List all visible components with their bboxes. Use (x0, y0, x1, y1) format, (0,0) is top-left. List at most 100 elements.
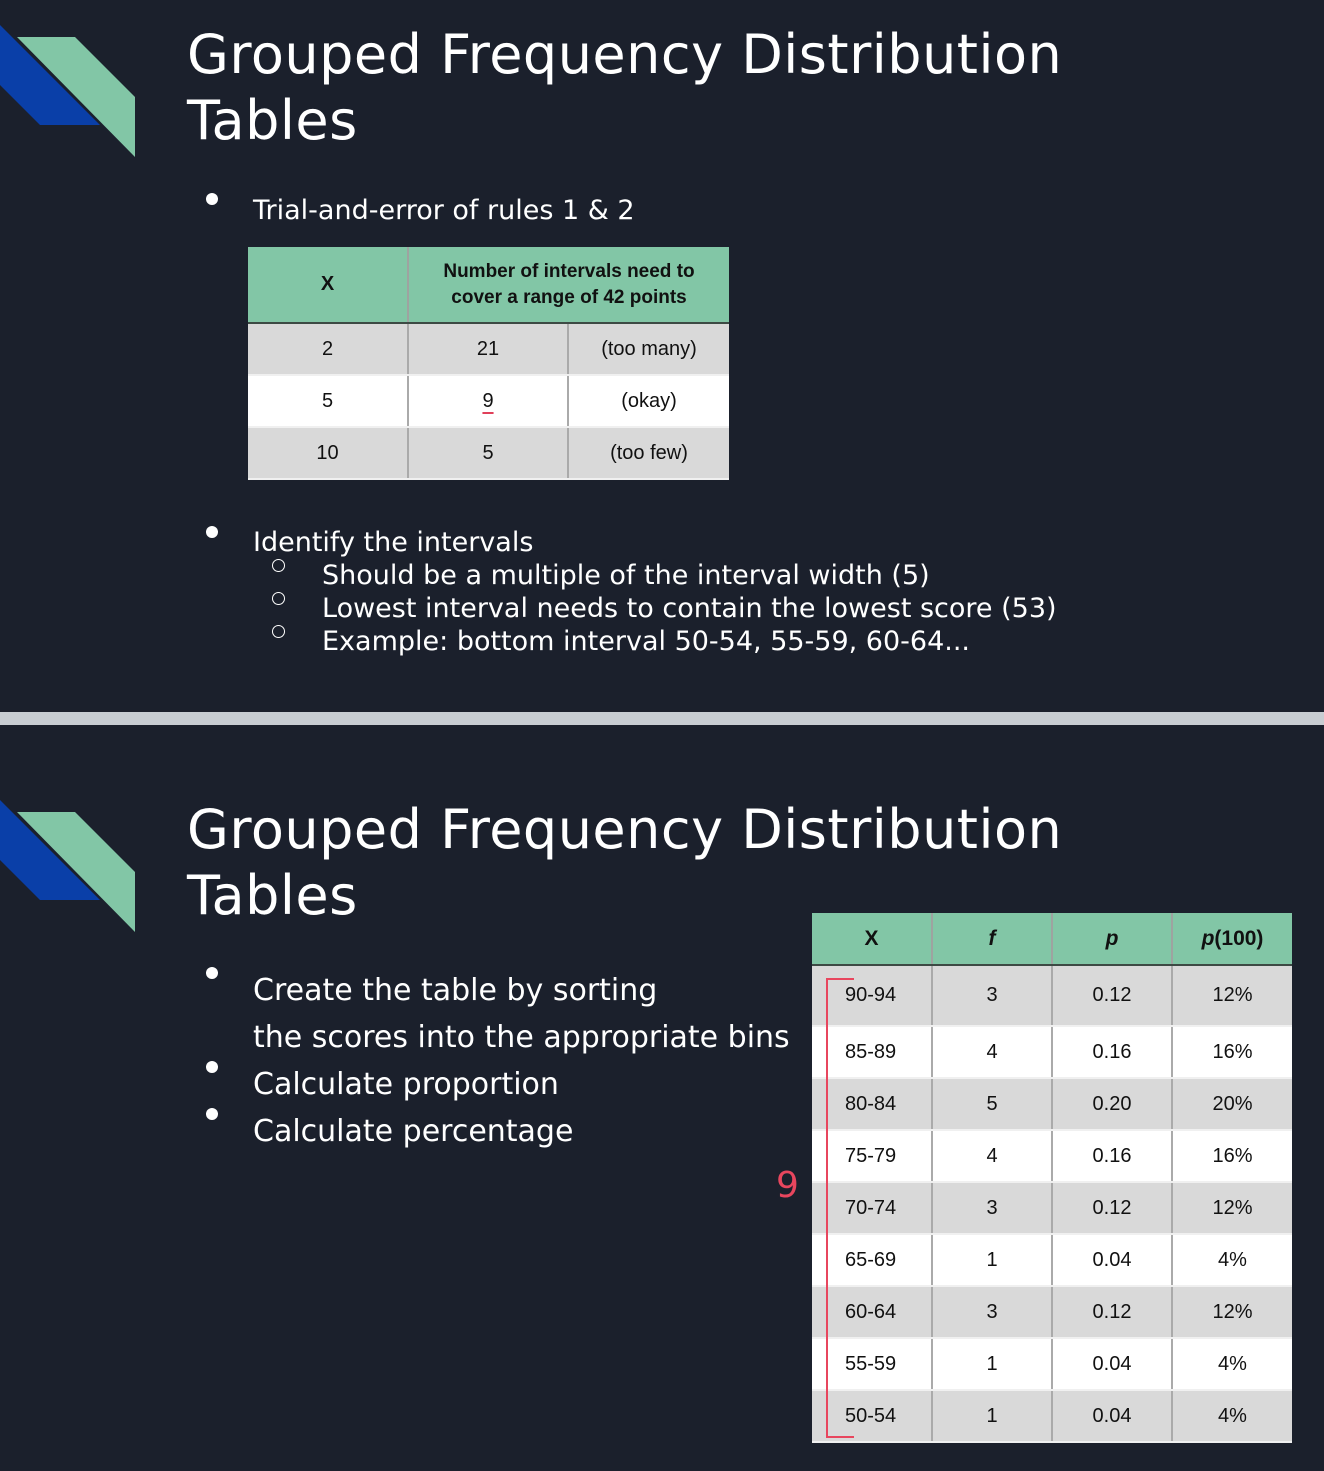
cell-pct: 20% (1172, 1078, 1292, 1131)
table-row: 60-64 3 0.12 12% (812, 1286, 1292, 1339)
bullet-item: Calculate percentage (200, 1108, 790, 1155)
cell-pct: 12% (1172, 1286, 1292, 1339)
table-row: 50-54 1 0.04 4% (812, 1390, 1292, 1443)
cell-pct: 4% (1172, 1338, 1292, 1391)
cell-x: 2 (248, 323, 409, 376)
bullet-item: Calculate proportion (200, 1061, 790, 1108)
header-p100-rest: (100) (1214, 926, 1264, 950)
header-line-1: Number of intervals need to (443, 260, 695, 282)
cell-p: 0.20 (1052, 1078, 1173, 1131)
annotation-bracket (826, 978, 854, 1438)
slide-divider (0, 712, 1324, 725)
bullet-text: Calculate percentage (253, 1114, 574, 1149)
cell-x: 65-69 (812, 1234, 933, 1287)
cell-note: (too few) (568, 427, 729, 480)
bullet-list-2: Identify the intervals Should be a multi… (200, 526, 1057, 658)
table-row: 2 21 (too many) (248, 323, 729, 376)
slide-1: Grouped Frequency Distribution Tables Tr… (0, 0, 1324, 712)
cell-f: 1 (932, 1234, 1053, 1287)
annotation-nine: 9 (776, 1165, 799, 1206)
cell-pct: 4% (1172, 1234, 1292, 1287)
table-row: 80-84 5 0.20 20% (812, 1078, 1292, 1131)
header-intervals: Number of intervals need to cover a rang… (408, 247, 729, 324)
header-x: X (812, 913, 933, 966)
title-line-1: Grouped Frequency Distribution (187, 23, 1063, 86)
table-row: 75-79 4 0.16 16% (812, 1130, 1292, 1183)
cell-pct: 4% (1172, 1390, 1292, 1443)
cell-f: 3 (932, 1286, 1053, 1339)
bullet-text: Calculate proportion (253, 1067, 559, 1102)
header-p: p (1052, 913, 1173, 966)
cell-f: 4 (932, 1026, 1053, 1079)
bullet-text: Create the table by sorting (253, 973, 658, 1008)
interval-trial-table: X Number of intervals need to cover a ra… (248, 247, 729, 480)
title-line-2: Tables (187, 864, 358, 927)
bullet-continuation: the scores into the appropriate bins (200, 1014, 790, 1061)
header-x: X (248, 247, 409, 324)
table-row: 5 9 (okay) (248, 375, 729, 428)
cell-f: 3 (932, 1182, 1053, 1235)
sub-bullet-item: Should be a multiple of the interval wid… (200, 559, 1057, 592)
slide-2: Grouped Frequency Distribution Tables Cr… (0, 725, 1324, 1471)
table-row: 65-69 1 0.04 4% (812, 1234, 1292, 1287)
cell-p: 0.16 (1052, 1026, 1173, 1079)
cell-p: 0.12 (1052, 1182, 1173, 1235)
cell-f: 1 (932, 1390, 1053, 1443)
table-row: 70-74 3 0.12 12% (812, 1182, 1292, 1235)
table-row: 90-94 3 0.12 12% (812, 965, 1292, 1027)
cell-x: 75-79 (812, 1130, 933, 1183)
cell-intervals: 9 (408, 375, 569, 428)
cell-x: 85-89 (812, 1026, 933, 1079)
bullet-text: Trial-and-error of rules 1 & 2 (253, 195, 635, 226)
cell-x: 50-54 (812, 1390, 933, 1443)
cell-pct: 12% (1172, 965, 1292, 1027)
cell-x: 10 (248, 427, 409, 480)
cell-note: (okay) (568, 375, 729, 428)
sub-bullet-item: Lowest interval needs to contain the low… (200, 592, 1057, 625)
bullet-list: Create the table by sorting the scores i… (200, 967, 790, 1155)
logo-chevron-icon (0, 25, 135, 157)
header-p100: p(100) (1172, 913, 1292, 966)
bullet-list-1: Trial-and-error of rules 1 & 2 (200, 193, 635, 229)
cell-x: 80-84 (812, 1078, 933, 1131)
table-row: 10 5 (too few) (248, 427, 729, 480)
underlined-value: 9 (482, 389, 494, 412)
cell-f: 3 (932, 965, 1053, 1027)
cell-note: (too many) (568, 323, 729, 376)
title-line-2: Tables (187, 89, 358, 152)
sub-bullet-text: Should be a multiple of the interval wid… (322, 560, 930, 591)
cell-p: 0.12 (1052, 1286, 1173, 1339)
table-row: 85-89 4 0.16 16% (812, 1026, 1292, 1079)
sub-bullet-text: Lowest interval needs to contain the low… (322, 593, 1057, 624)
header-line-2: cover a range of 42 points (451, 286, 687, 308)
cell-p: 0.04 (1052, 1234, 1173, 1287)
frequency-table: X f p p(100) 90-94 3 0.12 12% 85-89 4 0.… (812, 913, 1292, 1443)
cell-x: 60-64 (812, 1286, 933, 1339)
slide-title: Grouped Frequency Distribution Tables (187, 797, 1062, 929)
cell-pct: 16% (1172, 1130, 1292, 1183)
bullet-item: Trial-and-error of rules 1 & 2 (200, 193, 635, 229)
cell-pct: 12% (1172, 1182, 1292, 1235)
table-row: 55-59 1 0.04 4% (812, 1338, 1292, 1391)
cell-x: 55-59 (812, 1338, 933, 1391)
bullet-item: Create the table by sorting (200, 967, 790, 1014)
cell-p: 0.16 (1052, 1130, 1173, 1183)
sub-bullet-item: Example: bottom interval 50-54, 55-59, 6… (200, 625, 1057, 658)
cell-f: 5 (932, 1078, 1053, 1131)
slide-title: Grouped Frequency Distribution Tables (187, 22, 1062, 154)
cell-pct: 16% (1172, 1026, 1292, 1079)
cell-f: 4 (932, 1130, 1053, 1183)
cell-p: 0.04 (1052, 1338, 1173, 1391)
logo-chevron-icon (0, 800, 135, 932)
cell-x: 90-94 (812, 965, 933, 1027)
cell-p: 0.12 (1052, 965, 1173, 1027)
header-p100-italic: p (1201, 926, 1215, 950)
cell-f: 1 (932, 1338, 1053, 1391)
cell-x: 70-74 (812, 1182, 933, 1235)
title-line-1: Grouped Frequency Distribution (187, 798, 1063, 861)
sub-bullet-text: Example: bottom interval 50-54, 55-59, 6… (322, 626, 971, 657)
cell-intervals: 21 (408, 323, 569, 376)
bullet-item: Identify the intervals (200, 526, 1057, 559)
cell-x: 5 (248, 375, 409, 428)
cell-intervals: 5 (408, 427, 569, 480)
